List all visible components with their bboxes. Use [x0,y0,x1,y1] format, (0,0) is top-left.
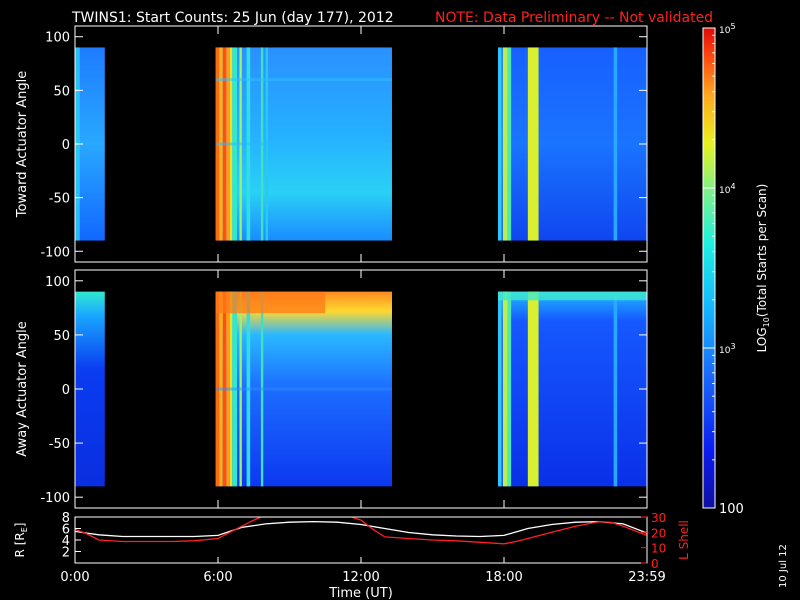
colorbar-label-sub: 10 [762,317,771,327]
orbit-left-ylabel-main: R [R [13,532,27,557]
away-ytick-label: 50 [53,329,70,344]
colorbar-tick-base: 10 [719,346,731,356]
away-ylabel: Away Actuator Angle [15,321,30,456]
away-band-13 [527,291,539,487]
orbit-right-tick-label: 10 [651,542,666,556]
colorbar-tick-base: 10 [719,26,731,36]
away-band-11 [502,291,508,487]
date-stamp: 10 Jul 12 [778,544,789,588]
x-tick-label: 6:00 [203,570,232,585]
away-band-12 [507,291,512,487]
orbit-right-tick-label: 0 [651,557,659,571]
colorbar-tick-label: 105 [719,22,736,36]
colorbar-tick-label: 100 [719,502,744,517]
toward-band-15 [527,47,539,241]
away-ytick-label: 100 [45,275,70,290]
toward-band-16 [613,47,618,241]
away-ytick-label: -50 [49,437,70,452]
orbit-left-tick-label: 6 [62,523,70,538]
toward-ytick-label: 50 [53,84,70,99]
toward-ytick-label: 0 [62,138,70,153]
toward-data-block-3 [498,47,647,241]
colorbar-label-rest: (Total Starts per Scan) [755,184,769,318]
toward-ytick-label: 100 [45,31,70,46]
figure-title: TWINS1: Start Counts: 25 Jun (day 177), … [71,10,394,26]
orbit-right-ylabel: L Shell [677,520,691,560]
x-tick-label: 12:00 [342,570,379,585]
orbit-right-tick-label: 20 [651,526,666,540]
away-angle-panel: 100 50 0 -50 -100 Away Actuator Angle [15,269,648,509]
orbit-left-ylabel-sub: E [20,527,29,532]
colorbar-label: LOG10(Total Starts per Scan) [755,184,771,353]
colorbar-tick-exp: 3 [730,342,735,351]
x-tick-label: 18:00 [485,570,522,585]
r-distance-line [75,520,647,538]
away-late-top-band [498,291,647,301]
toward-angle-streak-2 [215,142,392,146]
toward-angle-panel: 100 50 0 -50 -100 Toward Actuator Angle [15,25,648,263]
l-shell-line [75,517,647,545]
away-band-10 [498,291,502,487]
orbit-left-ylabel-end: ] [13,523,27,528]
colorbar-gradient [702,27,716,509]
away-data-block-3 [498,291,647,487]
toward-ylabel: Toward Actuator Angle [15,71,30,218]
toward-angle-streak-1 [215,78,392,82]
colorbar-tick-exp: 5 [730,22,735,31]
colorbar-label-main: LOG [755,327,769,352]
away-ytick-label: 0 [62,383,70,398]
toward-ytick-label: -100 [40,245,70,260]
x-axis-label: Time (UT) [328,586,393,600]
away-ytick-label: -100 [40,491,70,506]
x-tick-label: 0:00 [60,570,89,585]
colorbar-tick-label: 104 [719,182,736,196]
x-tick-label: 23:59 [628,570,665,585]
toward-ytick-label: -50 [49,192,70,207]
colorbar-tick-base: 100 [719,502,744,517]
toward-band-14 [507,47,512,241]
toward-band-12 [498,47,502,241]
orbit-right-tick-label: 30 [651,511,666,525]
away-high-band [215,291,326,314]
orbit-left-tick-label: 4 [62,534,70,549]
orbit-left-tick-label: 8 [62,511,70,526]
preliminary-note: NOTE: Data Preliminary -- Not validated [435,10,713,26]
colorbar-tick-label: 103 [719,342,736,356]
orbit-left-tick-label: 2 [62,546,70,561]
colorbar-tick-exp: 4 [730,182,735,191]
colorbar-tick-base: 10 [719,186,731,196]
orbit-left-ylabel: R [RE] [13,523,29,558]
away-angle-streak [215,387,392,391]
away-band-14 [613,291,618,487]
toward-band-13 [502,47,508,241]
